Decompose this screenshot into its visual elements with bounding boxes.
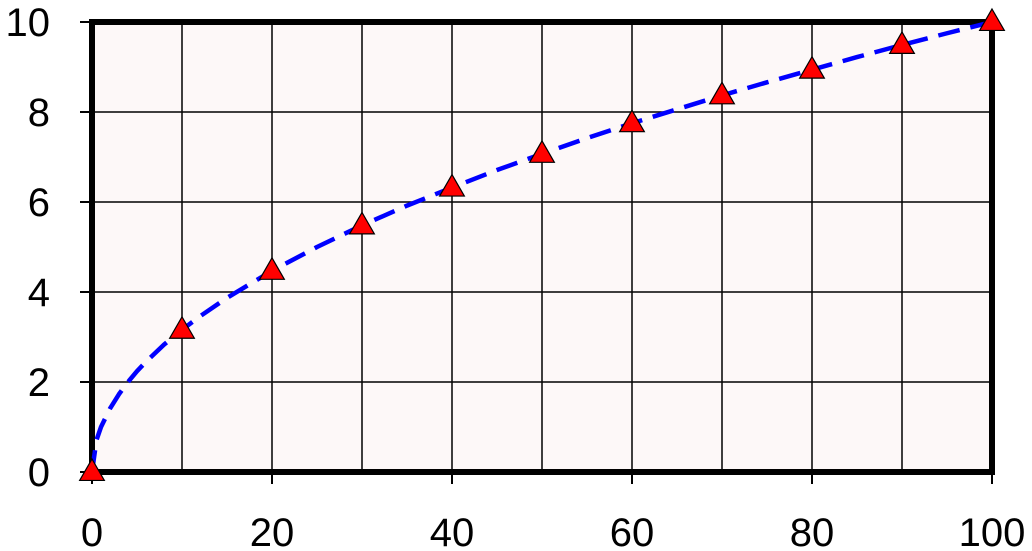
data-point-triangle <box>348 211 376 235</box>
data-point-triangle <box>258 256 286 280</box>
data-point-triangle <box>438 173 466 197</box>
data-point-triangle <box>78 457 106 482</box>
x-tick-label: 80 <box>790 511 835 551</box>
data-point-triangle <box>978 7 1006 32</box>
x-tick-label: 60 <box>610 511 655 551</box>
grid <box>92 22 992 472</box>
y-tick-label: 6 <box>28 181 50 225</box>
data-point-triangle <box>708 81 736 105</box>
data-point-triangle <box>618 109 646 133</box>
data-point-triangle <box>888 30 916 55</box>
y-tick-label: 8 <box>28 91 50 135</box>
x-tick-label: 0 <box>81 511 103 551</box>
y-tick-label: 0 <box>28 451 50 495</box>
data-point-triangle <box>168 315 196 339</box>
data-point-triangle <box>528 139 556 163</box>
plot-frame <box>89 19 995 475</box>
y-tick-label: 10 <box>6 1 51 45</box>
series <box>78 7 1006 482</box>
y-tick-labels: 0 2 4 6 8 10 <box>6 1 51 495</box>
data-point-triangle <box>798 55 826 79</box>
x-tick-label: 40 <box>430 511 475 551</box>
x-tick-labels: 0 20 40 60 80 100 <box>81 511 1026 551</box>
x-tick-label: 20 <box>250 511 295 551</box>
x-tick-label: 100 <box>959 511 1026 551</box>
y-tick-label: 4 <box>28 271 50 315</box>
y-tick-label: 2 <box>28 361 50 405</box>
